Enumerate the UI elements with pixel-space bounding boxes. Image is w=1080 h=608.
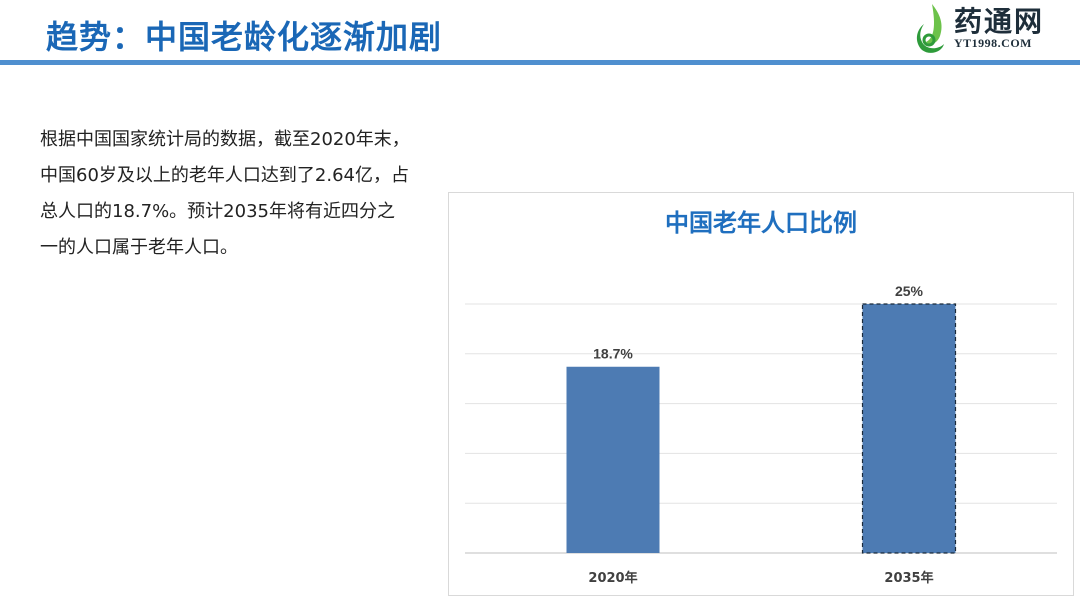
- bar-2020年: [566, 366, 660, 553]
- bar-2035年: [861, 303, 957, 554]
- chart-title: 中国老年人口比例: [665, 209, 857, 237]
- logo-domain: YT1998.COM: [954, 36, 1032, 50]
- chart-frame: 中国老年人口比例: [448, 192, 1074, 596]
- bar-chart: 18.7% 2020年 25% 2035年: [465, 283, 1057, 586]
- header-divider: [0, 60, 1080, 65]
- x-tick-label: 2035年: [884, 570, 933, 586]
- data-label: 18.7%: [593, 346, 633, 362]
- page-title: 趋势：中国老龄化逐渐加剧: [46, 18, 443, 56]
- data-label: 25%: [895, 283, 924, 299]
- logo-name: 药通网: [954, 5, 1045, 38]
- logo-leaf-icon: [916, 4, 944, 53]
- body-paragraph: 根据中国国家统计局的数据，截至2020年末，中国60岁及以上的老年人口达到了2.…: [40, 129, 410, 258]
- logo: 药通网 YT1998.COM: [910, 0, 1080, 58]
- x-tick-label: 2020年: [588, 570, 637, 586]
